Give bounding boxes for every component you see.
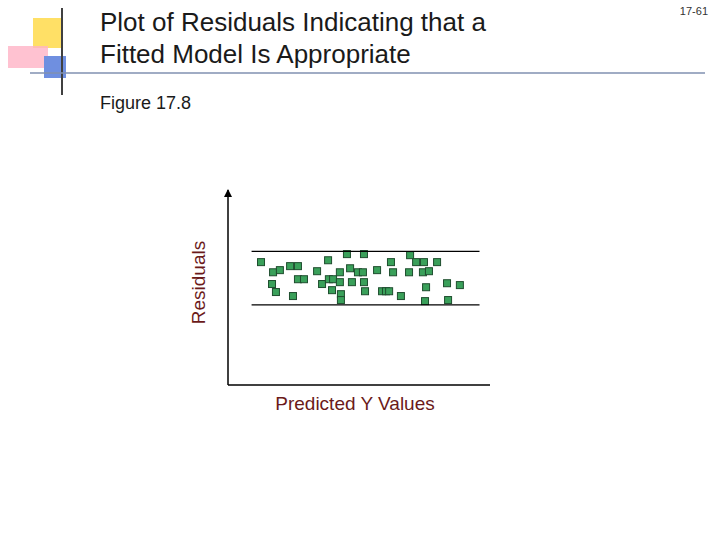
point [445,297,452,304]
point [289,293,296,300]
point [406,269,413,276]
x-label: Predicted Y Values [275,393,435,414]
point [258,259,265,266]
point [300,276,307,283]
y-label: Residuals [188,241,209,324]
point [362,288,369,295]
point [413,259,420,266]
point [337,297,344,304]
point [270,269,277,276]
x-axis [228,384,490,386]
point [336,269,343,276]
point [359,269,366,276]
point [272,289,279,296]
y-axis [227,190,229,385]
decor [30,72,705,74]
point [374,267,381,274]
point [348,279,355,286]
point [360,279,367,286]
decor [33,18,63,48]
point [456,282,463,289]
point [294,263,301,270]
point [325,257,332,264]
point [276,267,283,274]
chart: Predicted Y Values Residuals [0,0,720,540]
point [390,269,397,276]
point [425,268,432,275]
figure-label: Figure 17.8 [100,93,191,114]
point [407,252,414,259]
point [336,279,343,286]
axis-arrow [224,189,232,197]
point [347,265,354,272]
point [444,280,451,287]
point [387,259,394,266]
title: Plot of Residuals Indicating that a Fitt… [100,6,500,70]
point [319,281,326,288]
point [329,287,336,294]
point [397,293,404,300]
point [386,288,393,295]
point [422,298,429,305]
point [420,259,427,266]
slide-number: 17-61 [680,5,708,17]
band-line [252,251,480,252]
point [434,259,441,266]
point [330,276,337,283]
point [287,263,294,270]
point [314,268,321,275]
plot-marks [258,251,464,305]
band-line [252,304,480,305]
decor [8,46,48,68]
point [423,284,430,291]
point [269,281,276,288]
decor [61,8,63,95]
